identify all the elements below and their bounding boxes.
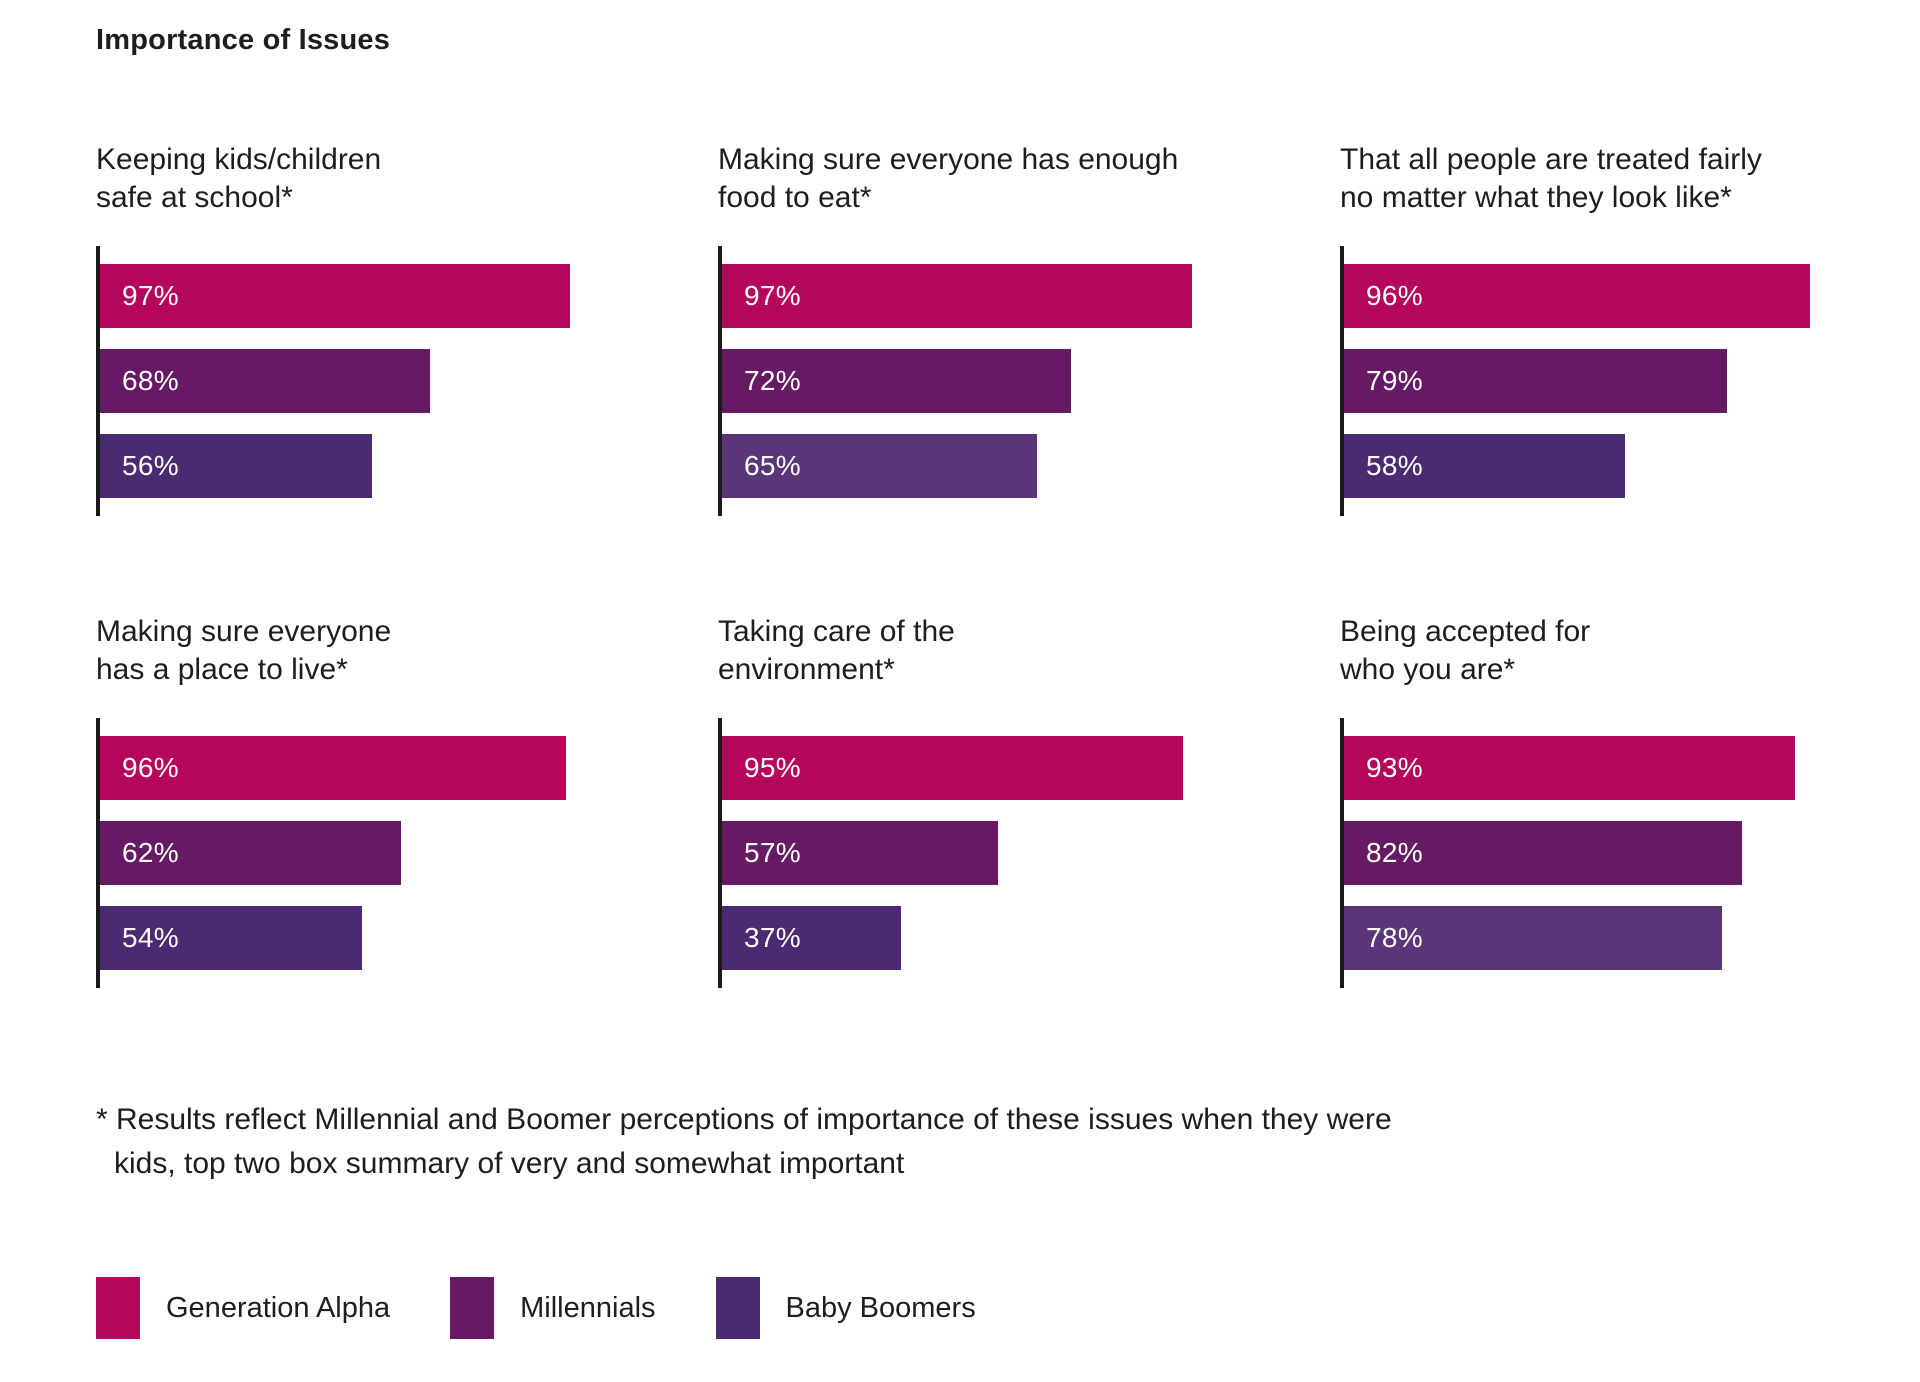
bar-value-label: 95% <box>744 752 801 783</box>
bar-generation-alpha: 95% <box>722 736 1183 800</box>
legend-swatch-baby-boomers <box>715 1277 760 1339</box>
bar-millennials: 57% <box>722 821 999 885</box>
legend-item-baby-boomers: Baby Boomers <box>715 1277 976 1339</box>
bar-baby-boomers: 78% <box>1344 906 1723 970</box>
footnote-line-2: kids, top two box summary of very and so… <box>114 1146 905 1180</box>
bar-baby-boomers: 37% <box>722 906 902 970</box>
bar-value-label: 82% <box>1366 837 1423 868</box>
bar-group: 96% 62% 54% <box>96 718 656 988</box>
bar-baby-boomers: 56% <box>100 434 372 498</box>
legend-item-generation-alpha: Generation Alpha <box>96 1277 390 1339</box>
bar-value-label: 54% <box>122 922 179 953</box>
bar-millennials: 68% <box>100 349 430 413</box>
bar-group: 96% 79% 58% <box>1340 246 1900 516</box>
bar-value-label: 62% <box>122 837 179 868</box>
bar-millennials: 79% <box>1344 349 1728 413</box>
legend-swatch-generation-alpha <box>96 1277 140 1339</box>
chart-title: Making sure everyone has a place to live… <box>96 615 392 686</box>
bar-value-label: 97% <box>122 280 179 311</box>
bar-value-label: 58% <box>1366 450 1423 481</box>
issue-chart-5: Taking care of the environment* 95% 57% 37… <box>718 613 1278 988</box>
bar-baby-boomers: 58% <box>1344 434 1626 498</box>
legend-item-millennials: Millennials <box>450 1277 656 1339</box>
bar-value-label: 78% <box>1366 922 1423 953</box>
legend: Generation Alpha Millennials Baby Boomer… <box>96 1277 1920 1339</box>
issue-chart-4: Making sure everyone has a place to live… <box>96 613 656 988</box>
bar-group: 97% 68% 56% <box>96 246 656 516</box>
charts-grid: Keeping kids/children safe at school* 97… <box>96 141 1920 988</box>
issue-chart-1: Keeping kids/children safe at school* 97… <box>96 141 656 516</box>
bar-baby-boomers: 65% <box>722 434 1038 498</box>
chart-title: Taking care of the environment* <box>718 615 955 686</box>
bar-value-label: 65% <box>744 450 801 481</box>
chart-title: Making sure everyone has enough food to … <box>718 143 1179 214</box>
bar-value-label: 79% <box>1366 365 1423 396</box>
issue-chart-3: That all people are treated fairly no ma… <box>1340 141 1900 516</box>
bar-value-label: 97% <box>744 280 801 311</box>
bar-generation-alpha: 93% <box>1344 736 1796 800</box>
issue-chart-2: Making sure everyone has enough food to … <box>718 141 1278 516</box>
legend-swatch-millennials <box>450 1277 495 1339</box>
bar-generation-alpha: 96% <box>1344 264 1810 328</box>
bar-value-label: 96% <box>1366 280 1423 311</box>
legend-item-label: Millennials <box>520 1291 656 1324</box>
bar-generation-alpha: 96% <box>100 736 566 800</box>
footnote-line-1: * Results reflect Millennial and Boomer … <box>96 1103 1392 1136</box>
bar-generation-alpha: 97% <box>722 264 1193 328</box>
bar-group: 97% 72% 65% <box>718 246 1278 516</box>
issue-chart-6: Being accepted for who you are* 93% 82% 78… <box>1340 613 1900 988</box>
bar-value-label: 37% <box>744 922 801 953</box>
chart-title: Keeping kids/children safe at school* <box>96 143 382 214</box>
chart-title: Being accepted for who you are* <box>1340 615 1591 686</box>
footnote: * Results reflect Millennial and Boomer … <box>96 1098 1920 1185</box>
page-title: Importance of Issues <box>96 24 391 56</box>
bar-group: 93% 82% 78% <box>1340 718 1900 988</box>
legend-item-label: Generation Alpha <box>166 1291 391 1324</box>
bar-millennials: 72% <box>722 349 1072 413</box>
bar-value-label: 57% <box>744 837 801 868</box>
bar-value-label: 96% <box>122 752 179 783</box>
bar-value-label: 72% <box>744 365 801 396</box>
bar-millennials: 62% <box>100 821 401 885</box>
bar-value-label: 56% <box>122 450 179 481</box>
bar-baby-boomers: 54% <box>100 906 362 970</box>
bar-group: 95% 57% 37% <box>718 718 1278 988</box>
chart-title: That all people are treated fairly no ma… <box>1340 143 1762 214</box>
bar-millennials: 82% <box>1344 821 1742 885</box>
legend-item-label: Baby Boomers <box>785 1291 976 1324</box>
bar-generation-alpha: 97% <box>100 264 571 328</box>
bar-value-label: 93% <box>1366 752 1423 783</box>
bar-value-label: 68% <box>122 365 179 396</box>
